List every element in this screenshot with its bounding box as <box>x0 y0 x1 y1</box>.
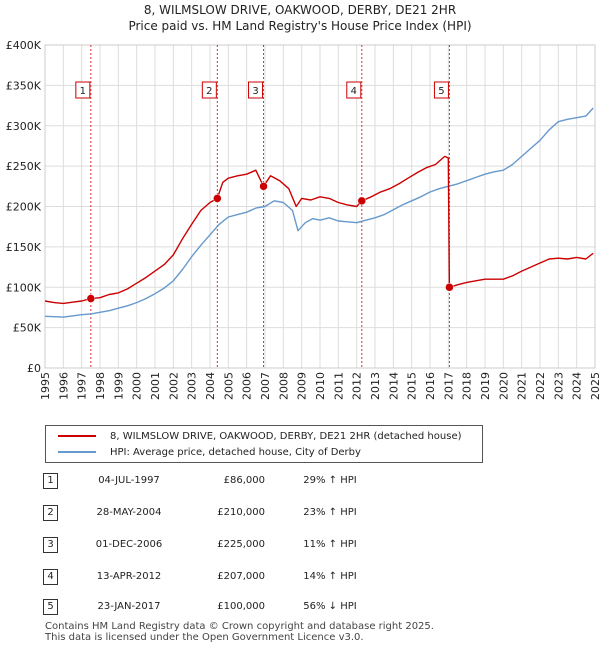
x-tick-label: 2020 <box>497 372 510 400</box>
y-tick-label: £400K <box>6 39 42 52</box>
x-tick-label: 2012 <box>351 372 364 400</box>
y-tick-label: £350K <box>6 79 42 92</box>
sale-marker <box>86 294 96 303</box>
table-row: 3 01-DEC-2006 £225,000 11% ↑ HPI <box>40 534 400 556</box>
sale-event-number: 3 <box>252 86 258 97</box>
event-date: 04-JUL-1997 <box>98 475 160 486</box>
x-tick-label: 2014 <box>387 372 400 400</box>
sale-event-number: 5 <box>438 86 444 97</box>
x-tick-label: 2017 <box>442 372 455 400</box>
x-tick-label: 1995 <box>39 372 52 400</box>
x-tick-label: 2004 <box>204 372 217 400</box>
y-tick-label: £250K <box>6 160 42 173</box>
x-tick-label: 2015 <box>406 372 419 400</box>
x-tick-label: 1996 <box>57 372 70 400</box>
x-tick-label: 2023 <box>552 372 565 400</box>
event-price: £225,000 <box>217 539 265 550</box>
sale-event-box <box>433 81 449 99</box>
x-tick-label: 2000 <box>131 372 144 400</box>
x-tick-label: 2007 <box>259 372 272 400</box>
y-tick-label: £50K <box>13 322 42 335</box>
event-hpi-change: 11% ↑ HPI <box>303 539 357 550</box>
x-tick-label: 2008 <box>277 372 290 400</box>
sale-event-number: 2 <box>206 86 212 97</box>
legend: 8, WILMSLOW DRIVE, OAKWOOD, DERBY, DE21 … <box>45 425 483 463</box>
table-row: 1 04-JUL-1997 £86,000 29% ↑ HPI <box>40 470 400 492</box>
hpi-line-swatch <box>58 451 96 453</box>
x-tick-label: 2001 <box>149 372 162 400</box>
plot-border <box>44 44 596 369</box>
x-tick-label: 2013 <box>369 372 382 400</box>
x-tick-label: 2016 <box>424 372 437 400</box>
hpi-line <box>44 107 594 318</box>
legend-item-hpi: HPI: Average price, detached house, City… <box>46 444 361 460</box>
legend-label-price: 8, WILMSLOW DRIVE, OAKWOOD, DERBY, DE21 … <box>110 430 462 442</box>
event-number-badge: 4 <box>43 569 58 585</box>
event-price: £86,000 <box>223 475 265 486</box>
x-tick-label: 1997 <box>76 372 89 400</box>
sale-marker <box>357 196 367 206</box>
x-tick-label: 1998 <box>94 372 107 400</box>
chart-title: 8, WILMSLOW DRIVE, OAKWOOD, DERBY, DE21 … <box>143 3 457 17</box>
event-hpi-change: 14% ↑ HPI <box>303 571 357 582</box>
event-number-badge: 3 <box>43 537 58 553</box>
event-number-badge: 2 <box>43 505 58 521</box>
footer: Contains HM Land Registry data © Crown c… <box>45 621 434 643</box>
event-hpi-change: 29% ↑ HPI <box>303 475 357 486</box>
event-price: £210,000 <box>217 507 265 518</box>
event-date: 13-APR-2012 <box>96 571 162 582</box>
footer-licence: This data is licensed under the Open Gov… <box>45 632 364 643</box>
y-tick-label: £300K <box>6 120 42 133</box>
event-number-badge: 5 <box>43 599 58 615</box>
sale-event-box <box>201 81 217 99</box>
y-tick-label: £200K <box>6 201 42 214</box>
sale-marker <box>213 194 222 203</box>
sale-marker <box>259 182 268 191</box>
x-tick-label: 2018 <box>461 372 474 400</box>
x-tick-label: 2025 <box>589 372 600 400</box>
x-tick-label: 2009 <box>296 372 309 400</box>
x-tick-label: 2005 <box>222 372 235 400</box>
price-chart: £0 £50K £100K £150K £200K £250K £300K £350K £400… <box>6 39 600 400</box>
sale-event-box <box>346 81 362 99</box>
sale-event-box <box>75 81 91 99</box>
legend-label-hpi: HPI: Average price, detached house, City… <box>110 446 361 458</box>
table-row: 4 13-APR-2012 £207,000 14% ↑ HPI <box>40 566 400 588</box>
price-line-swatch <box>58 435 96 437</box>
y-tick-label: £150K <box>6 241 42 254</box>
sale-event-box <box>248 81 264 99</box>
x-tick-label: 2010 <box>314 372 327 400</box>
x-tick-label: 2024 <box>571 372 584 400</box>
event-price: £207,000 <box>217 571 265 582</box>
x-tick-label: 2006 <box>241 372 254 400</box>
event-price: £100,000 <box>217 601 265 612</box>
x-tick-label: 1999 <box>112 372 125 400</box>
price-paid-line <box>44 155 594 305</box>
chart-subtitle: Price paid vs. HM Land Registry's House … <box>128 19 472 33</box>
event-hpi-change: 23% ↑ HPI <box>303 507 357 518</box>
x-tick-label: 2021 <box>516 372 529 400</box>
event-hpi-change: 56% ↓ HPI <box>303 601 357 612</box>
sale-event-number: 4 <box>351 86 357 97</box>
x-tick-label: 2002 <box>167 372 180 400</box>
event-number-badge: 1 <box>43 473 58 489</box>
table-row: 2 28-MAY-2004 £210,000 23% ↑ HPI <box>40 502 400 524</box>
x-tick-label: 2003 <box>186 372 199 400</box>
y-tick-label: £100K <box>6 281 42 294</box>
x-tick-label: 2022 <box>534 372 547 400</box>
footer-copyright: Contains HM Land Registry data © Crown c… <box>45 621 434 632</box>
x-tick-label: 2019 <box>479 372 492 400</box>
legend-item-price: 8, WILMSLOW DRIVE, OAKWOOD, DERBY, DE21 … <box>46 428 462 444</box>
y-tick-label: £0 <box>27 362 41 375</box>
event-date: 01-DEC-2006 <box>95 539 163 550</box>
table-row: 5 23-JAN-2017 £100,000 56% ↓ HPI <box>40 596 400 618</box>
sale-event-number: 1 <box>80 86 86 97</box>
x-tick-label: 2011 <box>332 372 345 400</box>
sale-marker <box>445 283 454 292</box>
event-date: 28-MAY-2004 <box>96 507 162 518</box>
event-date: 23-JAN-2017 <box>97 601 161 612</box>
